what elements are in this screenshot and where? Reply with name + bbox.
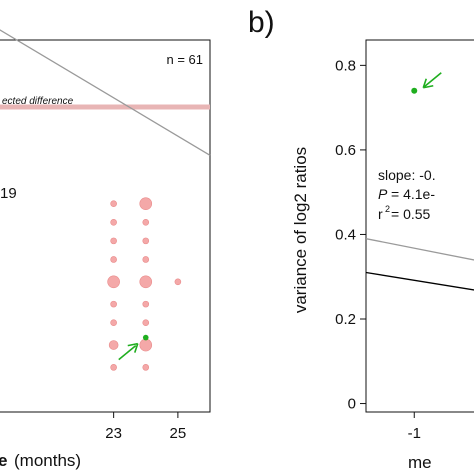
panel-b-highlight-point (411, 87, 418, 94)
panel-a-ref-line-label: ected difference (2, 96, 74, 107)
panel-a-data-point (110, 200, 117, 207)
panel-a-data-point (139, 197, 153, 210)
panel-b-ylabel: variance of log2 ratios (291, 147, 310, 313)
panel-b-plot-frame (365, 39, 474, 413)
panel-b-y-tick-label: 0.8 (335, 57, 356, 74)
panel-b-y-tick-label: 0.2 (335, 311, 356, 328)
panel-a-partial-annotation: 19 (0, 185, 17, 202)
panel-a-data-point (142, 364, 150, 371)
panel-b-arrow-shaft (423, 72, 442, 88)
panel-b-x-tick-label: -1 (408, 425, 421, 442)
panel-a-data-point (110, 300, 117, 308)
panel-a-x-tick-label: 23 (105, 425, 122, 442)
panel-a-data-point (139, 338, 153, 352)
panel-a-fit-line (0, 29, 211, 156)
panel-a-n-label: n = 61 (166, 52, 203, 67)
panel-a-data-point (142, 319, 150, 327)
panel-a-data-point (110, 319, 117, 327)
panel-a-data-point (110, 218, 117, 226)
panel-b-r2-label: r (378, 206, 383, 222)
panel-b-r2-value: = 0.55 (391, 206, 431, 222)
panel-b-y-tick-label: 0 (348, 396, 356, 413)
panel-b-p-label: P (378, 186, 388, 202)
panel-b-arrow-head (422, 78, 434, 89)
panel-b-slope-annotation: slope: -0. (378, 167, 436, 183)
panel-a-data-point (110, 364, 117, 371)
panel-a-data-point (107, 275, 120, 289)
panel-b-p-value: = 4.1e- (391, 186, 435, 202)
panel-a-data-point (142, 237, 150, 245)
panel-a-data-point (139, 275, 153, 289)
panel-a-data-point (142, 218, 150, 226)
panel-a-data-point (110, 256, 117, 263)
panel-a-data-point (108, 340, 119, 350)
panel-a-xlabel-tail: e (0, 451, 7, 470)
panel-b-black-fit-line (365, 271, 474, 291)
panel-a-plot-frame (0, 39, 211, 413)
panel-a-data-point (174, 278, 182, 286)
panel-b-r2-superscript: 2 (385, 204, 390, 214)
panel-a-arrow-head (127, 342, 139, 353)
panel-a: n = 61 23 25 19 ected difference e (month… (0, 29, 211, 470)
panel-a-data-point (142, 256, 150, 263)
panel-b-y-tick-label: 0.4 (335, 226, 356, 243)
panel-b-label: b) (248, 6, 275, 39)
panel-a-xlabel-unit: (months) (14, 451, 81, 470)
panel-a-arrow-shaft (118, 344, 137, 361)
panel-a-data-point (110, 237, 117, 245)
panel-b: 00.20.40.60.8-1-0.8 slope: -0. P = 4.1e-… (291, 39, 474, 472)
panel-b-xlabel-partial: me (408, 453, 432, 472)
panel-a-data-point (142, 300, 150, 308)
panel-b-y-tick-label: 0.6 (335, 142, 356, 159)
panel-a-x-tick-label: 25 (170, 425, 187, 442)
panel-b-gray-fit-line (365, 238, 474, 261)
panel-a-highlight-point (142, 334, 149, 341)
